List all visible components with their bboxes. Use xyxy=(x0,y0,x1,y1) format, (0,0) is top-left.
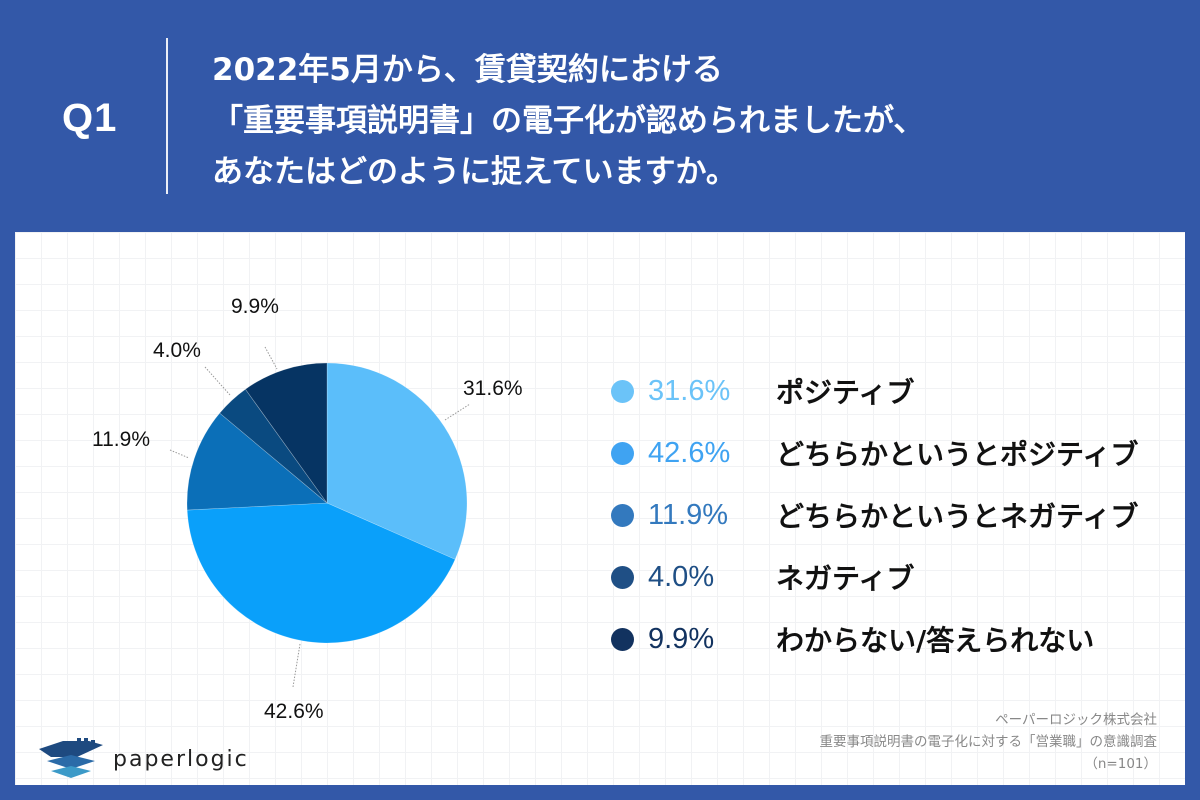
legend-item-somewhat-negative: 11.9% どちらかというとネガティブ xyxy=(611,484,1138,546)
legend-item-unknown: 9.9% わからない/答えられない xyxy=(611,608,1138,670)
paperlogic-layers-icon xyxy=(39,738,103,778)
legend-dot-icon xyxy=(611,627,634,651)
question-line-3: あなたはどのように捉えていますか。 xyxy=(212,154,737,190)
leader-line-somewhat-negative xyxy=(169,449,190,459)
source-survey: 重要事項説明書の電子化に対する「営業職」の意識調査 xyxy=(819,734,1158,750)
legend-percentage: 4.0% xyxy=(648,560,715,593)
sample-size: （n=101） xyxy=(1084,756,1157,772)
legend-percentage: 11.9% xyxy=(648,498,729,531)
question-line-1: 2022年5月から、賃貸契約における xyxy=(212,52,723,88)
pie-label-somewhat-positive: 42.6% xyxy=(264,700,324,723)
pie-label-positive: 31.6% xyxy=(463,377,523,400)
legend-item-somewhat-positive: 42.6% どちらかというとポジティブ xyxy=(611,422,1138,484)
legend-item-positive: 31.6% ポジティブ xyxy=(611,360,1138,422)
question-header: Q1 2022年5月から、賃貸契約における 「重要事項説明書」の電子化が認められ… xyxy=(0,0,1200,232)
pie-slice-negative xyxy=(219,388,328,504)
question-line-2: 「重要事項説明書」の電子化が認められましたが、 xyxy=(212,103,925,139)
pie-label-somewhat-negative: 11.9% xyxy=(92,428,150,451)
header-divider xyxy=(166,38,168,194)
source-note: ペーパーロジック株式会社 重要事項説明書の電子化に対する「営業職」の意識調査 （… xyxy=(820,709,1158,775)
paperlogic-logo: paperlogic xyxy=(37,737,249,781)
source-company: ペーパーロジック株式会社 xyxy=(995,712,1157,728)
leader-line-positive xyxy=(444,403,471,421)
legend-label: どちらかというとポジティブ xyxy=(776,438,1139,471)
question-text: 2022年5月から、賃貸契約における 「重要事項説明書」の電子化が認められました… xyxy=(212,45,924,198)
legend-item-negative: 4.0% ネガティブ xyxy=(611,546,1138,608)
legend-label: ネガティブ xyxy=(776,562,915,595)
pie-label-negative: 4.0% xyxy=(153,339,201,362)
pie-slices xyxy=(186,362,468,644)
legend-dot-icon xyxy=(611,565,634,589)
legend-dot-icon xyxy=(611,379,634,403)
pie-chart xyxy=(169,346,471,688)
leader-line-somewhat-positive xyxy=(292,643,301,688)
leader-lines xyxy=(169,346,471,688)
legend-label: わからない/答えられない xyxy=(776,624,1095,657)
pie-label-unknown: 9.9% xyxy=(231,295,279,318)
legend-percentage: 9.9% xyxy=(648,622,715,655)
pie-slice-unknown xyxy=(245,362,328,504)
legend-percentage: 31.6% xyxy=(648,374,731,407)
legend-dot-icon xyxy=(611,441,634,465)
pie-slice-somewhat-positive xyxy=(186,502,456,644)
legend-percentage: 42.6% xyxy=(648,436,731,469)
question-number: Q1 xyxy=(62,96,118,140)
chart-legend: 31.6% ポジティブ 42.6% どちらかというとポジティブ 11.9% どち… xyxy=(611,360,1138,670)
leader-line-negative xyxy=(204,366,231,396)
logo-text: paperlogic xyxy=(113,746,249,772)
legend-label: ポジティブ xyxy=(776,376,915,409)
pie-slice-somewhat-negative xyxy=(186,412,328,511)
leader-line-unknown xyxy=(264,346,278,370)
pie-slice-positive xyxy=(326,362,468,560)
legend-label: どちらかというとネガティブ xyxy=(776,500,1139,533)
chart-panel: 31.6% 42.6% 11.9% 4.0% 9.9% 31.6% ポジティブ … xyxy=(15,232,1185,785)
legend-dot-icon xyxy=(611,503,634,527)
